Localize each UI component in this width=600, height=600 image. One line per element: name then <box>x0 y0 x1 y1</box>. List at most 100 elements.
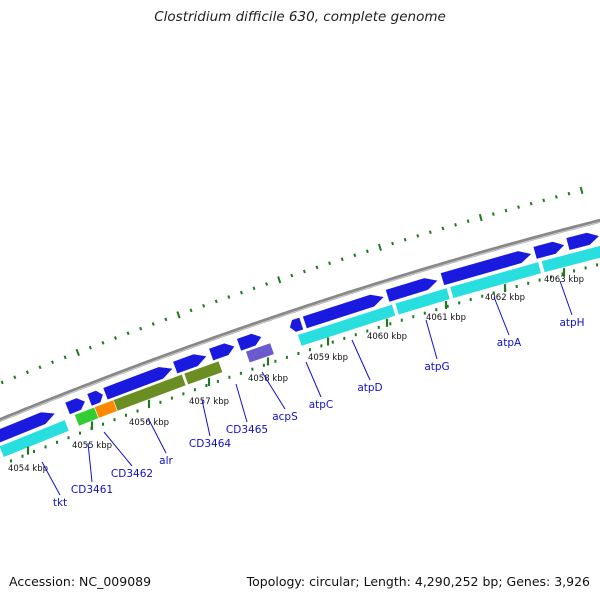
cds-forward-blue <box>289 316 304 333</box>
outer-ring-tick <box>0 380 4 385</box>
kbp-tick-label: 4058 kbp <box>248 374 288 384</box>
cds-cyan <box>540 245 600 273</box>
genome-stats-label: Topology: circular; Length: 4,290,252 bp… <box>246 574 590 589</box>
outer-ring-tick <box>529 201 533 206</box>
outer-ring-tick <box>13 375 17 380</box>
outer-ring-tick <box>51 360 55 365</box>
outer-ring-tick <box>75 348 80 357</box>
outer-ring-tick <box>403 237 407 242</box>
outer-ring-tick <box>176 311 181 319</box>
outer-ring-tick <box>252 286 256 291</box>
gene-label: atpH <box>559 317 584 329</box>
cds-olive <box>112 373 187 412</box>
gene-leader-line <box>235 383 248 423</box>
gene-label: CD3461 <box>71 484 113 496</box>
gene-leader-line <box>425 319 438 360</box>
kbp-tick-label: 4063 kbp <box>544 275 584 285</box>
outer-ring-tick <box>239 290 243 295</box>
outer-ring-tick <box>265 282 269 286</box>
outer-ring-tick <box>139 326 143 331</box>
kbp-tick-label: 4061 kbp <box>426 313 466 323</box>
gene-leader-line <box>493 296 510 336</box>
cds-cyan <box>0 419 70 458</box>
kbp-tick-label: 4054 kbp <box>8 464 48 474</box>
cds-forward-blue <box>385 277 439 303</box>
gene-label: CD3464 <box>189 438 231 450</box>
outer-ring-tick <box>113 336 118 340</box>
cds-olive <box>183 360 224 386</box>
gene-leader-line <box>351 339 371 381</box>
outer-ring-tick <box>340 257 344 262</box>
cds-forward-blue <box>64 397 86 415</box>
outer-ring-tick <box>504 208 508 213</box>
gene-label: alr <box>159 455 173 467</box>
outer-ring-tick <box>202 303 206 308</box>
gene-leader-line <box>559 280 573 316</box>
outer-ring-tick <box>517 205 520 209</box>
outer-ring-tick <box>579 186 584 195</box>
outer-ring-tick <box>365 249 369 254</box>
outer-ring-tick <box>189 308 193 313</box>
kbp-tick-label: 4057 kbp <box>189 397 229 407</box>
gene-leader-line <box>305 361 322 398</box>
outer-ring-tick <box>164 317 168 322</box>
gene-label: CD3465 <box>226 424 268 436</box>
gene-label: atpC <box>309 399 334 411</box>
outer-ring-tick <box>315 265 319 270</box>
backbone-highlight <box>0 221 600 422</box>
kbp-tick-label: 4055 kbp <box>72 441 112 451</box>
kbp-tick-label: 4056 kbp <box>129 418 169 428</box>
outer-ring-tick <box>416 234 420 238</box>
outer-ring-tick <box>466 219 470 223</box>
cds-cyan <box>394 287 451 316</box>
outer-ring-tick <box>391 241 394 246</box>
cds-cyan <box>449 261 542 299</box>
outer-ring-tick <box>227 295 231 299</box>
outer-ring-tick <box>567 191 571 196</box>
cds-forward-blue <box>208 342 236 362</box>
gene-leader-line <box>147 417 167 454</box>
gene-leader-line <box>41 461 61 496</box>
gene-leader-line <box>87 442 93 483</box>
gene-label: acpS <box>272 411 298 423</box>
outer-ring-tick <box>554 195 558 199</box>
outer-ring-tick <box>454 223 457 227</box>
cds-forward-blue <box>86 390 104 407</box>
outer-ring-tick <box>290 273 294 278</box>
outer-ring-tick <box>353 253 357 258</box>
kbp-tick-label: 4062 kbp <box>485 293 525 303</box>
accession-label: Accession: NC_009089 <box>9 574 152 589</box>
cds-forward-blue <box>0 411 57 444</box>
gene-label: CD3462 <box>111 468 153 480</box>
cds-forward-blue <box>565 232 600 251</box>
outer-ring-tick <box>328 261 332 266</box>
outer-ring-tick <box>302 269 306 274</box>
cds-forward-blue <box>532 241 566 260</box>
kbp-tick-label: 4060 kbp <box>367 332 407 342</box>
outer-ring-tick <box>38 365 42 370</box>
gene-leader-line <box>103 431 133 467</box>
gene-label: atpD <box>357 382 382 394</box>
cds-forward-blue <box>302 294 385 329</box>
outer-ring-tick <box>478 213 483 222</box>
backbone-line <box>0 218 600 423</box>
cds-purple <box>245 342 275 364</box>
outer-ring-tick <box>491 212 495 216</box>
cds-forward-blue <box>172 353 208 375</box>
cds-forward-blue <box>439 250 533 286</box>
gene-label: atpG <box>424 361 449 373</box>
outer-ring-tick <box>542 198 546 203</box>
cds-forward-blue <box>236 333 263 352</box>
gene-leader-line <box>201 399 211 437</box>
outer-ring-tick <box>101 340 105 345</box>
outer-ring-tick <box>377 243 382 251</box>
kbp-tick-label: 4059 kbp <box>308 353 348 363</box>
outer-ring-tick <box>277 276 282 284</box>
outer-ring-tick <box>63 355 67 360</box>
cds-cyan <box>297 303 397 347</box>
cds-forward-blue <box>102 366 174 401</box>
map-title: Clostridium difficile 630, complete geno… <box>154 9 446 25</box>
gene-label: tkt <box>53 497 67 509</box>
outer-ring-tick <box>441 226 445 231</box>
